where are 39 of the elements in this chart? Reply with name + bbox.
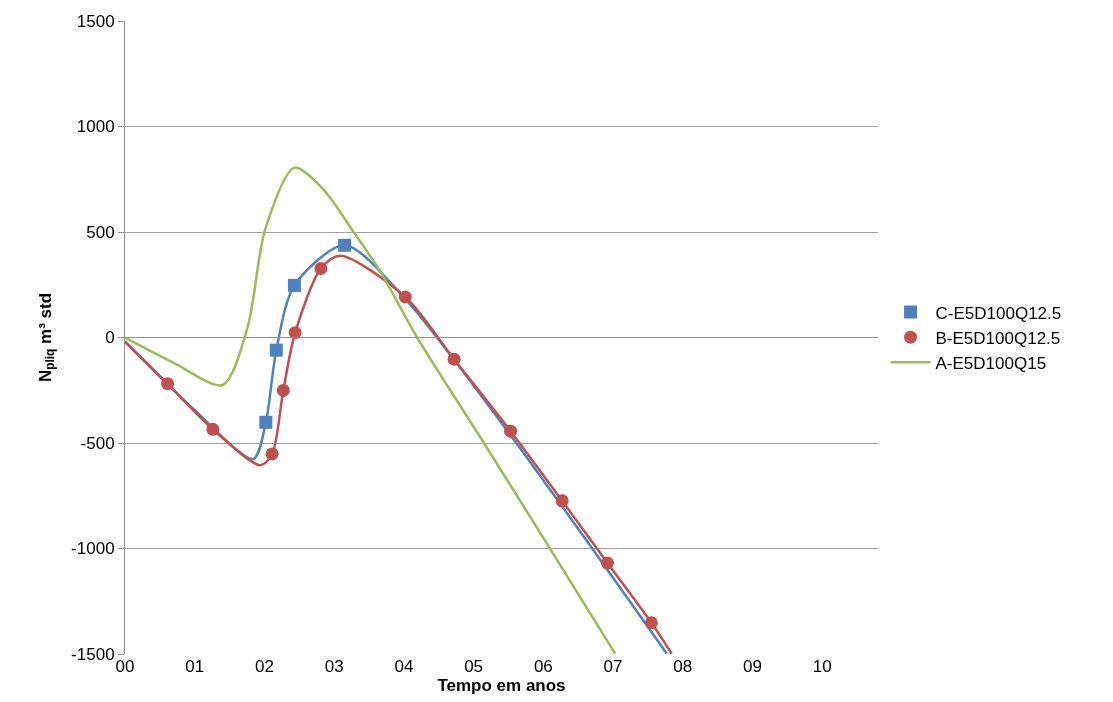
point [338,238,352,252]
point [555,494,569,508]
point [288,326,302,340]
y-tick-label: -1500 [71,644,115,664]
line-series [125,166,617,654]
x-axis-title: Tempo em anos [437,676,566,695]
x-tick-label: 07 [603,657,623,676]
point [259,415,273,429]
legend-label: B-E5D100Q12.5 [935,328,1061,348]
point [447,352,461,366]
y-tick-label: -1000 [71,539,115,559]
legend-label: C-E5D100Q12.5 [935,303,1062,323]
x-tick-label: 10 [812,657,832,676]
point [265,447,279,461]
point [269,343,283,357]
x-tick-label: 06 [533,657,553,676]
legend-label: A-E5D100Q15 [935,353,1047,373]
x-tick-label: 02 [254,657,274,676]
point [161,377,175,391]
point [600,556,614,570]
x-tick-label: 08 [673,657,693,676]
point [287,278,301,292]
y-tick-label: 1500 [76,11,115,31]
y-tick-label: 500 [86,222,115,242]
x-tick-label: 00 [115,657,135,676]
y-tick-label: 0 [105,328,115,348]
y-tick-label: -500 [80,433,115,453]
point [314,262,328,275]
y-tick-label: 1000 [76,117,115,137]
point [644,616,658,630]
point [398,290,412,304]
x-tick-label: 09 [743,657,762,676]
x-tick-label: 05 [464,657,484,676]
x-tick-label: 01 [185,657,205,676]
x-tick-label: 04 [394,657,414,676]
x-tick-label: 03 [324,657,344,676]
point [276,383,290,397]
point [504,424,518,438]
point [206,422,220,436]
